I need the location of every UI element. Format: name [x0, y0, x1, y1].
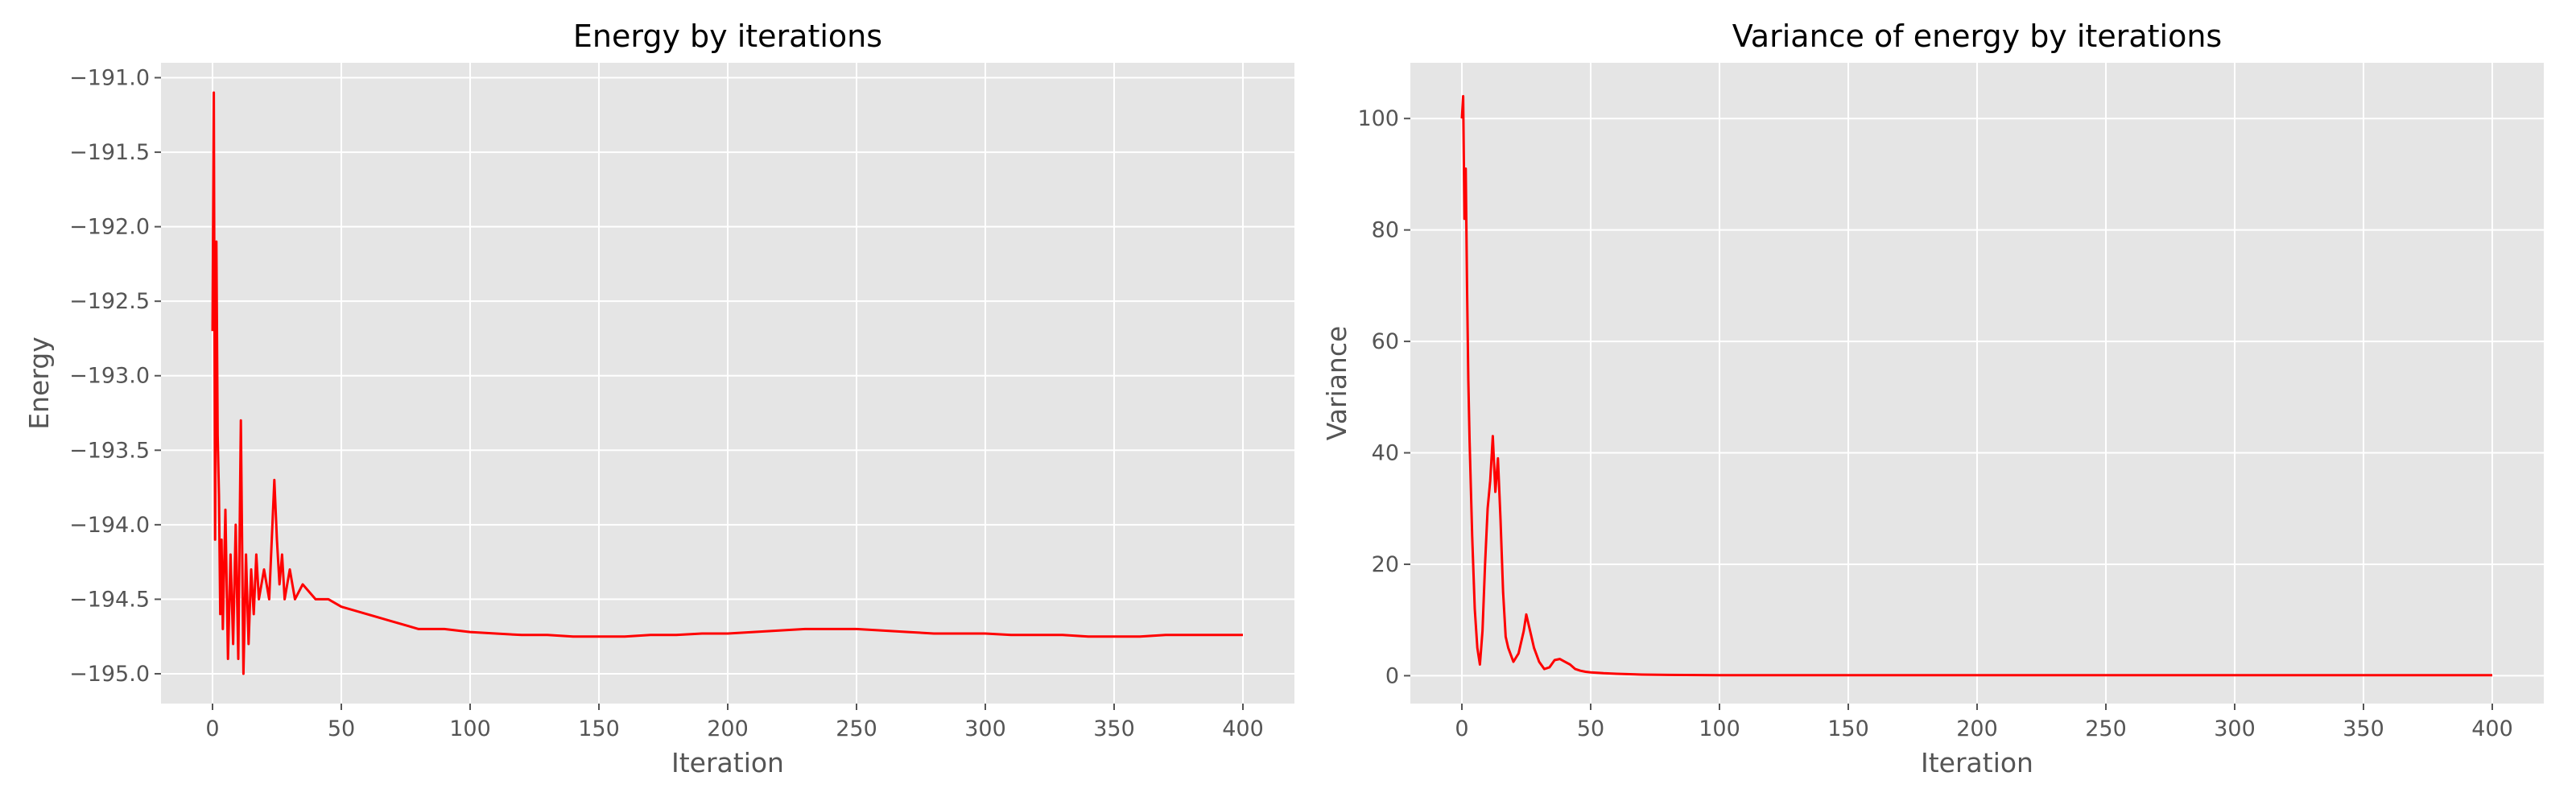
x-tick-label: 300	[964, 716, 1006, 741]
y-tick-label: −191.5	[69, 140, 150, 165]
energy-chart: 0 50 100 150 200 250 300 350 400 −191.0 −191.5 −192…	[23, 19, 1294, 778]
y-tick-label: −191.0	[69, 66, 150, 91]
x-tick-label: 250	[2085, 716, 2127, 741]
series-line	[1460, 95, 2492, 677]
x-tick-label: 300	[2214, 716, 2256, 741]
variance-chart: 0 50 100 150 200 250 300 350 400 0 20 40 60 80 100 Vari…	[1321, 19, 2544, 778]
y-tick-label: −193.5	[69, 438, 150, 463]
y-tick-label: −192.5	[69, 289, 150, 314]
y-tick-label: 100	[1357, 106, 1399, 131]
y-axis-label: Variance	[1321, 326, 1352, 441]
x-axis-label: Iteration	[671, 747, 784, 778]
y-tick-label: −195.0	[69, 662, 150, 687]
y-tick-label: −194.0	[69, 513, 150, 538]
x-tick-label: 250	[836, 716, 877, 741]
y-tick-label: 60	[1372, 329, 1399, 354]
x-tick-label: 350	[2343, 716, 2384, 741]
y-tick-label: −194.5	[69, 587, 150, 612]
x-tick-label: 50	[328, 716, 355, 741]
x-tick-label: 200	[707, 716, 749, 741]
y-tick-label: 80	[1372, 218, 1399, 243]
x-tick-label: 400	[2471, 716, 2513, 741]
y-tick-label: −193.0	[69, 364, 150, 389]
x-tick-label: 100	[449, 716, 491, 741]
y-tick-label: 0	[1385, 663, 1399, 688]
x-tick-label: 0	[205, 716, 219, 741]
x-tick-label: 150	[578, 716, 620, 741]
x-axis-label: Iteration	[1921, 747, 2033, 778]
x-tick-label: 50	[1577, 716, 1604, 741]
x-tick-label: 100	[1699, 716, 1740, 741]
series-line	[211, 91, 1243, 675]
x-tick-label: 350	[1093, 716, 1135, 741]
x-tick-label: 150	[1827, 716, 1869, 741]
x-tick-label: 400	[1222, 716, 1264, 741]
x-tick-label: 0	[1455, 716, 1468, 741]
y-tick-label: 40	[1372, 441, 1399, 466]
chart-title: Energy by iterations	[573, 19, 882, 54]
x-tick-label: 200	[1956, 716, 1998, 741]
chart-title: Variance of energy by iterations	[1732, 19, 2222, 54]
y-tick-label: 20	[1372, 552, 1399, 577]
y-tick-label: −192.0	[69, 215, 150, 240]
y-axis-label: Energy	[23, 336, 55, 430]
